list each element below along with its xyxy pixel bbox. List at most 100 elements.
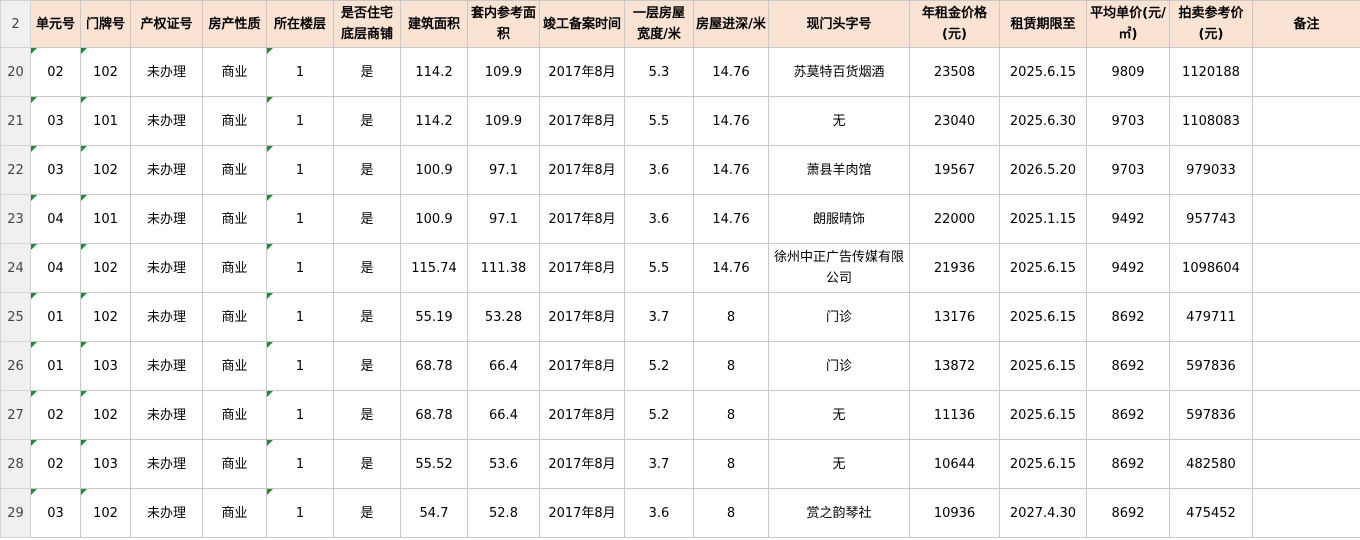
table-row: 24 04 102 未办理 商业 1 是 115.74 111.38 2017年8月 5.5 14.7… [0,243,1360,293]
cell: 是 [333,292,401,342]
cell: 979033 [1169,145,1253,195]
cell: 商业 [202,194,267,244]
empty-cell [1252,243,1360,293]
cell: 5.5 [624,243,694,293]
cell: 赏之韵琴社 [768,488,910,538]
cell: 8 [693,292,769,342]
cell: 10644 [909,439,1000,489]
column-header: 建筑面积 [400,0,468,48]
empty-cell [1252,488,1360,538]
cell: 03 [30,488,81,538]
header-row: 2 单元号 门牌号 产权证号 房产性质 所在楼层 是否住宅底层商铺 建筑面积 套内参考面积 竣工备… [0,0,1360,48]
cell: 是 [333,96,401,146]
column-header: 租赁期限至 [999,0,1087,48]
cell: 114.2 [400,47,468,97]
cell: 102 [80,488,131,538]
cell: 01 [30,341,81,391]
cell: 是 [333,145,401,195]
table-row: 22 03 102 未办理 商业 1 是 100.9 97.1 2017年8月 3.6 14.76 萧县… [0,145,1360,195]
cell: 2026.5.20 [999,145,1087,195]
cell: 3.6 [624,145,694,195]
cell: 101 [80,96,131,146]
cell: 商业 [202,439,267,489]
cell: 2017年8月 [539,145,625,195]
cell: 1 [266,341,334,391]
cell: 19567 [909,145,1000,195]
row-number: 23 [0,194,31,244]
cell: 01 [30,292,81,342]
cell: 2025.6.15 [999,390,1087,440]
cell: 1 [266,439,334,489]
cell: 是 [333,488,401,538]
cell: 9492 [1086,194,1170,244]
cell: 68.78 [400,390,468,440]
cell: 是 [333,390,401,440]
cell: 66.4 [467,341,540,391]
cell: 无 [768,96,910,146]
cell: 2027.4.30 [999,488,1087,538]
cell: 1098604 [1169,243,1253,293]
cell: 商业 [202,96,267,146]
cell: 9492 [1086,243,1170,293]
cell: 5.2 [624,390,694,440]
cell: 2017年8月 [539,488,625,538]
cell: 55.19 [400,292,468,342]
empty-cell [1252,439,1360,489]
cell: 2017年8月 [539,341,625,391]
cell: 商业 [202,341,267,391]
row-number: 29 [0,488,31,538]
cell: 02 [30,390,81,440]
cell: 3.6 [624,488,694,538]
cell: 未办理 [130,243,203,293]
cell: 1 [266,488,334,538]
cell: 门诊 [768,341,910,391]
cell: 1 [266,96,334,146]
cell: 597836 [1169,341,1253,391]
cell: 苏莫特百货烟酒 [768,47,910,97]
cell: 13176 [909,292,1000,342]
table-row: 27 02 102 未办理 商业 1 是 68.78 66.4 2017年8月 5.2 8 无 11136… [0,390,1360,440]
cell: 68.78 [400,341,468,391]
cell: 103 [80,341,131,391]
cell: 未办理 [130,439,203,489]
cell: 门诊 [768,292,910,342]
cell: 9703 [1086,145,1170,195]
cell: 9703 [1086,96,1170,146]
table-row: 26 01 103 未办理 商业 1 是 68.78 66.4 2017年8月 5.2 8 门诊 1387… [0,341,1360,391]
table-row: 21 03 101 未办理 商业 1 是 114.2 109.9 2017年8月 5.5 14.76 无… [0,96,1360,146]
row-number: 2 [0,0,31,48]
cell: 未办理 [130,488,203,538]
cell: 是 [333,341,401,391]
cell: 未办理 [130,194,203,244]
cell: 2025.6.15 [999,341,1087,391]
cell: 100.9 [400,194,468,244]
cell: 徐州中正广告传媒有限公司 [768,243,910,293]
cell: 1 [266,243,334,293]
cell: 14.76 [693,96,769,146]
cell: 597836 [1169,390,1253,440]
cell: 03 [30,145,81,195]
table-body: 20 02 102 未办理 商业 1 是 114.2 109.9 2017年8月 5.3 14.76 苏… [0,47,1360,538]
cell: 102 [80,390,131,440]
column-header: 现门头字号 [768,0,910,48]
cell: 1120188 [1169,47,1253,97]
cell: 未办理 [130,292,203,342]
cell: 2017年8月 [539,439,625,489]
empty-cell [1252,96,1360,146]
cell: 02 [30,47,81,97]
table-row: 20 02 102 未办理 商业 1 是 114.2 109.9 2017年8月 5.3 14.76 苏… [0,47,1360,97]
cell: 66.4 [467,390,540,440]
column-header: 套内参考面积 [467,0,540,48]
cell: 无 [768,439,910,489]
cell: 8 [693,390,769,440]
cell: 10936 [909,488,1000,538]
table-row: 28 02 103 未办理 商业 1 是 55.52 53.6 2017年8月 3.7 8 无 10644… [0,439,1360,489]
row-number: 24 [0,243,31,293]
cell: 52.8 [467,488,540,538]
column-header: 拍卖参考价(元) [1169,0,1253,48]
cell: 02 [30,439,81,489]
cell: 商业 [202,292,267,342]
cell: 无 [768,390,910,440]
row-number: 27 [0,390,31,440]
column-header: 平均单价(元/㎡) [1086,0,1170,48]
